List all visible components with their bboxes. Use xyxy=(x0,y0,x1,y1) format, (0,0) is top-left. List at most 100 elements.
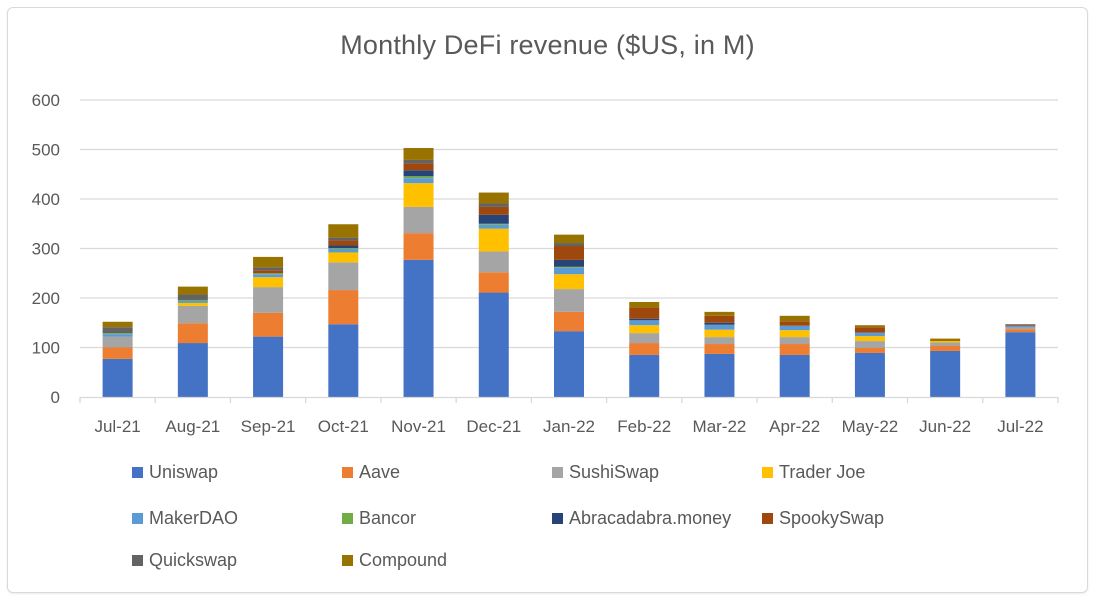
bar-segment-makerdao xyxy=(779,325,810,331)
bar-segment-aave xyxy=(102,347,133,359)
y-tick-label: 400 xyxy=(32,190,60,209)
bar-segment-aave xyxy=(554,311,584,332)
bar-segment-quickswap xyxy=(554,243,584,247)
legend-swatch xyxy=(762,467,773,478)
legend-item: Compound xyxy=(342,550,447,571)
legend-label: Aave xyxy=(359,462,401,482)
bar-segment-spookyswap xyxy=(554,246,584,260)
bar-segment-spookyswap xyxy=(328,240,359,246)
bar-segment-uniswap xyxy=(328,324,359,397)
legend-swatch xyxy=(132,555,143,566)
x-tick-label: Mar-22 xyxy=(693,417,747,436)
bar-segment-uniswap xyxy=(854,352,885,397)
bar-segment-trader-joe xyxy=(779,330,810,338)
y-tick-label: 300 xyxy=(32,240,60,259)
bar-segment-trader-joe xyxy=(629,325,660,334)
legend-item: SpookySwap xyxy=(762,508,884,529)
y-tick-label: 600 xyxy=(32,91,60,110)
x-axis xyxy=(79,396,1059,403)
bar-segment-abracadabra-money xyxy=(328,245,359,249)
bar-segment-trader-joe xyxy=(704,329,735,338)
bar-segment-compound xyxy=(478,192,509,204)
bar-segment-trader-joe xyxy=(177,302,208,306)
bar-segment-sushiswap xyxy=(554,289,584,312)
legend-label: Abracadabra.money xyxy=(569,508,732,528)
bar-segment-bancor xyxy=(177,299,208,301)
x-tick-label: Sep-21 xyxy=(241,417,296,436)
x-tick-label: Jul-21 xyxy=(94,417,140,436)
legend-label: SushiSwap xyxy=(569,462,660,482)
bar-segment-compound xyxy=(930,338,961,342)
bar-segment-aave xyxy=(704,344,735,354)
bar-segment-makerdao xyxy=(253,274,284,278)
bars xyxy=(102,148,1036,397)
bar-segment-uniswap xyxy=(779,354,810,397)
bar-segment-quickswap xyxy=(478,203,509,207)
bar-segment-uniswap xyxy=(554,331,584,397)
bar-segment-abracadabra-money xyxy=(704,322,735,325)
bar-segment-spookyswap xyxy=(854,327,885,333)
bar-segment-aave xyxy=(403,233,434,260)
legend-label: SpookySwap xyxy=(779,508,885,528)
bar-segment-uniswap xyxy=(1005,332,1036,397)
legend-item: MakerDAO xyxy=(132,508,238,529)
bar-segment-trader-joe xyxy=(554,274,584,290)
bar-segment-trader-joe xyxy=(328,252,359,263)
bar-segment-compound xyxy=(177,286,208,295)
bar-segment-trader-joe xyxy=(403,183,434,207)
y-tick-label: 0 xyxy=(51,388,60,407)
x-tick-label: Jun-22 xyxy=(919,417,971,436)
bar-segment-sushiswap xyxy=(102,336,133,348)
bar-segment-quickswap xyxy=(177,294,208,300)
legend-label: Bancor xyxy=(359,508,417,528)
x-tick-label: May-22 xyxy=(842,417,899,436)
bar-segment-compound xyxy=(629,301,660,308)
bar-segment-compound xyxy=(102,321,133,328)
bar-segment-quickswap xyxy=(1005,324,1036,326)
bar-segment-compound xyxy=(704,311,735,316)
legend-item: Abracadabra.money xyxy=(552,508,731,529)
bar-segment-sushiswap xyxy=(177,305,208,324)
bar-segment-trader-joe xyxy=(478,228,509,252)
bar-segment-spookyswap xyxy=(478,206,509,215)
legend-swatch xyxy=(552,467,563,478)
bar-stack xyxy=(403,148,434,397)
bar-segment-makerdao xyxy=(478,224,509,229)
bar-segment-trader-joe xyxy=(930,341,961,343)
bar-segment-bancor xyxy=(403,176,434,179)
bar-segment-abracadabra-money xyxy=(554,259,584,267)
x-tick-label: Jul-22 xyxy=(997,417,1043,436)
legend-swatch xyxy=(342,555,353,566)
bar-segment-bancor xyxy=(102,333,133,335)
y-tick-label: 500 xyxy=(32,141,60,160)
bar-segment-sushiswap xyxy=(328,262,359,291)
bar-segment-bancor xyxy=(554,266,584,268)
bar-segment-sushiswap xyxy=(1005,327,1036,330)
legend-item: SushiSwap xyxy=(552,462,659,483)
bar-segment-uniswap xyxy=(102,358,133,397)
bar-segment-makerdao xyxy=(629,320,660,326)
bar-stack xyxy=(253,256,284,397)
bar-segment-aave xyxy=(629,343,660,355)
bar-segment-aave xyxy=(930,346,961,351)
bar-segment-makerdao xyxy=(403,178,434,184)
bar-segment-makerdao xyxy=(1005,326,1036,328)
legend-item: Aave xyxy=(342,462,400,483)
bar-segment-compound xyxy=(779,315,810,322)
bar-segment-sushiswap xyxy=(478,251,509,273)
bar-segment-aave xyxy=(779,344,810,355)
bar-segment-trader-joe xyxy=(854,336,885,342)
bar-stack xyxy=(779,315,810,397)
bar-segment-makerdao xyxy=(554,267,584,275)
y-tick-label: 200 xyxy=(32,289,60,308)
bar-segment-sushiswap xyxy=(779,337,810,345)
legend-label: Uniswap xyxy=(149,462,219,482)
legend-item: Trader Joe xyxy=(762,462,865,483)
bar-segment-spookyswap xyxy=(704,315,735,323)
bar-segment-uniswap xyxy=(403,259,434,397)
bar-segment-compound xyxy=(854,325,885,328)
x-tick-label: Aug-21 xyxy=(165,417,220,436)
chart-title: Monthly DeFi revenue ($US, in M) xyxy=(340,30,755,60)
x-tick-labels: Jul-21 Aug-21 Sep-21 Oct-21 Nov-21 Dec-21 Jan-… xyxy=(94,417,1043,436)
